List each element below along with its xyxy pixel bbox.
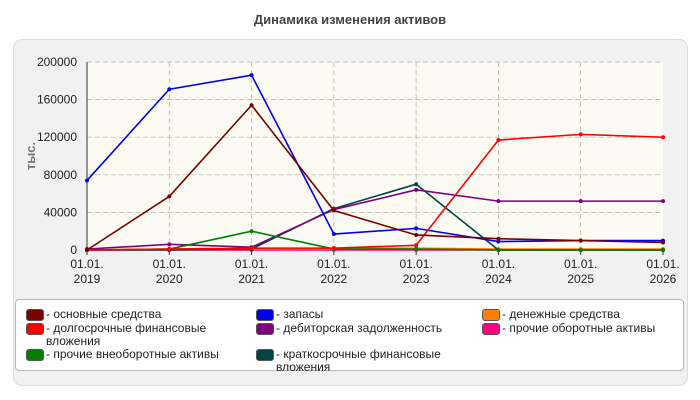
legend-label: - дебиторская задолженность (276, 321, 443, 335)
series-point-4 (578, 199, 583, 204)
series-point-0 (578, 238, 583, 243)
legend-label: - денежные средства (502, 307, 620, 321)
legend-item: - краткосрочные финансовые вложения (256, 348, 471, 374)
legend-swatch (482, 323, 500, 335)
series-point-1 (331, 246, 336, 251)
legend-swatch (482, 309, 500, 321)
series-point-0 (85, 248, 89, 252)
chart-plot: 0 40000 80000 120000 160000 200000 01.01. 2019 0… (23, 55, 680, 286)
y-tick-label: 80000 (44, 168, 78, 182)
series-point-1 (496, 138, 501, 143)
chart-legend: - основные средства - запасы - денежные ср… (15, 299, 684, 374)
series-point-1 (249, 246, 254, 251)
legend-swatch (256, 323, 274, 335)
y-tick-label: 0 (70, 243, 77, 257)
legend-swatch (26, 309, 44, 321)
legend-label: - запасы (276, 307, 324, 321)
series-point-4 (496, 199, 501, 204)
series-point-1 (661, 135, 665, 140)
series-point-3 (331, 232, 336, 237)
series-point-0 (414, 232, 419, 237)
series-point-0 (249, 103, 254, 108)
chart-title: Динамика изменения активов (253, 12, 447, 27)
series-point-5 (414, 182, 419, 187)
y-tick-label: 200000 (37, 55, 77, 69)
legend-item: - долгосрочные финансовые вложения (26, 322, 241, 348)
series-point-2 (496, 248, 501, 252)
series-point-3 (85, 178, 89, 183)
y-tick-label: 160000 (37, 93, 77, 107)
legend-item: - основные средства (26, 308, 241, 321)
legend-swatch (26, 349, 44, 361)
series-point-0 (661, 240, 665, 245)
x-tick-label: 01.01. 2021 (235, 257, 268, 286)
legend-item: - запасы (256, 308, 471, 321)
x-tick-label: 01.01. 2026 (646, 257, 679, 286)
series-line-2 (86, 230, 663, 251)
legend-label: - долгосрочные финансовые вложения (46, 321, 207, 348)
series-point-3 (496, 239, 501, 244)
y-tick-label: 40000 (44, 205, 78, 219)
series-point-3 (249, 73, 254, 78)
legend-label: - прочие оборотные активы (502, 321, 656, 335)
series-point-3 (414, 226, 419, 231)
series-point-2 (661, 248, 665, 252)
x-tick-label: 01.01. 2019 (70, 257, 103, 286)
y-tick-label: 120000 (37, 130, 77, 144)
series-point-0 (331, 208, 336, 213)
series-point-2 (249, 229, 254, 234)
legend-item: - дебиторская задолженность (256, 322, 471, 335)
series-point-1 (167, 247, 172, 252)
plot-area (87, 62, 663, 250)
series-line-1 (86, 133, 664, 251)
legend-item: - прочие внеоборотные активы (26, 348, 241, 361)
legend-swatch (26, 323, 44, 335)
y-axis-label: тыс. (23, 142, 38, 170)
series-point-1 (414, 243, 419, 248)
legend-label: - краткосрочные финансовые вложения (276, 347, 441, 374)
series-point-0 (496, 236, 501, 241)
series-point-4 (167, 242, 172, 247)
legend-swatch (256, 349, 274, 361)
series-point-3 (167, 87, 172, 92)
legend-label: - основные средства (46, 307, 162, 321)
x-tick-label: 01.01. 2024 (482, 257, 515, 286)
legend-item: - прочие оборотные активы (482, 322, 677, 335)
legend-swatch (256, 309, 274, 321)
legend-item: - денежные средства (482, 308, 677, 321)
series-line-0 (86, 104, 664, 251)
x-tick-label: 01.01. 2023 (399, 257, 432, 286)
series-point-2 (414, 247, 419, 252)
series-point-2 (578, 248, 583, 252)
series-point-1 (578, 132, 583, 137)
series-point-0 (167, 194, 172, 199)
legend-label: - прочие внеоборотные активы (46, 347, 219, 361)
x-tick-label: 01.01. 2022 (317, 257, 350, 286)
series-point-4 (414, 187, 419, 192)
x-tick-label: 01.01. 2020 (153, 257, 186, 286)
x-tick-label: 01.01. 2025 (564, 257, 597, 286)
series-point-4 (661, 199, 665, 204)
series-line-4 (86, 189, 663, 250)
